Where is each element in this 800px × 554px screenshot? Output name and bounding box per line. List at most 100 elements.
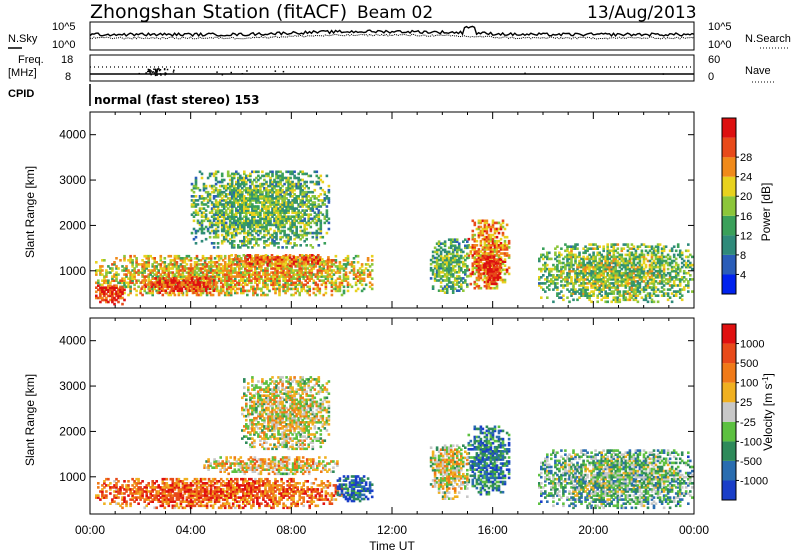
- cell: [489, 252, 493, 255]
- cell: [113, 296, 116, 300]
- cell: [143, 283, 146, 287]
- cell: [217, 259, 221, 262]
- cell: [222, 195, 226, 198]
- cell: [278, 258, 282, 261]
- cell: [215, 275, 219, 278]
- cell: [195, 254, 199, 258]
- cell: [644, 249, 648, 253]
- cell: [632, 294, 636, 297]
- cell: [267, 201, 270, 204]
- cell: [606, 267, 609, 271]
- cell: [143, 254, 146, 258]
- cell: [640, 251, 644, 255]
- cell: [209, 254, 213, 258]
- cell: [566, 278, 569, 281]
- cell: [103, 286, 106, 289]
- cell: [208, 195, 212, 198]
- cell: [315, 205, 319, 208]
- cell: [562, 257, 565, 261]
- cell: [225, 275, 229, 278]
- cell: [267, 209, 270, 212]
- cell: [243, 221, 246, 225]
- cell: [253, 190, 256, 194]
- cell: [582, 261, 585, 265]
- cell: [540, 269, 543, 273]
- cell: [554, 265, 557, 269]
- cell: [264, 271, 267, 274]
- cell: [493, 229, 497, 233]
- cell: [596, 280, 599, 283]
- cell: [441, 242, 445, 245]
- cell: [566, 282, 569, 285]
- cell: [238, 267, 241, 270]
- cell: [334, 279, 338, 282]
- cell: [258, 267, 261, 270]
- cell: [193, 257, 197, 260]
- cell: [225, 273, 229, 276]
- cell: [471, 219, 475, 223]
- cell: [239, 215, 242, 218]
- cell: [241, 221, 244, 225]
- cell: [338, 271, 342, 274]
- cell: [554, 282, 557, 285]
- cell: [215, 265, 219, 268]
- cell: [260, 293, 263, 297]
- cell: [301, 188, 304, 192]
- cell: [101, 269, 104, 272]
- cell: [560, 265, 563, 269]
- cell: [277, 188, 280, 192]
- cell: [455, 289, 459, 292]
- cell: [344, 279, 348, 282]
- cell: [237, 193, 240, 196]
- cell: [473, 258, 477, 261]
- cell: [208, 235, 212, 239]
- cell: [606, 255, 609, 259]
- cell: [283, 195, 286, 198]
- cell: [289, 207, 292, 210]
- cell: [179, 277, 183, 280]
- cell: [239, 219, 242, 223]
- cell: [287, 205, 290, 208]
- cell: [243, 180, 246, 184]
- cell: [173, 259, 177, 262]
- cell: [620, 257, 624, 261]
- cell: [313, 197, 317, 200]
- cell: [119, 296, 122, 300]
- cell: [277, 223, 280, 227]
- cell: [576, 278, 579, 281]
- cell: [574, 290, 577, 293]
- cell: [612, 282, 616, 285]
- cell: [566, 247, 569, 250]
- cell: [204, 285, 208, 288]
- cell: [190, 199, 194, 202]
- cell: [175, 261, 179, 264]
- nave-dot: [148, 69, 150, 72]
- cell: [620, 259, 624, 263]
- cell: [496, 259, 500, 263]
- cell: [251, 246, 254, 249]
- cell: [606, 278, 609, 281]
- cell: [256, 273, 259, 276]
- cell: [293, 242, 296, 245]
- cell: [291, 190, 294, 194]
- cell: [247, 229, 250, 233]
- cell: [646, 259, 650, 263]
- cell: [191, 267, 195, 270]
- cell: [307, 199, 310, 202]
- cell: [588, 271, 591, 275]
- cell: [117, 294, 120, 298]
- cell: [332, 273, 336, 276]
- cell: [342, 289, 346, 293]
- cell: [244, 262, 248, 265]
- cell: [277, 207, 280, 210]
- cell: [103, 281, 106, 285]
- nave-dot: [163, 68, 166, 71]
- cell: [308, 269, 311, 272]
- cell: [306, 277, 309, 280]
- cell: [433, 273, 437, 276]
- cell: [580, 276, 583, 279]
- cell: [199, 269, 203, 272]
- cell: [214, 211, 218, 214]
- cell: [323, 260, 326, 263]
- cell: [487, 246, 491, 249]
